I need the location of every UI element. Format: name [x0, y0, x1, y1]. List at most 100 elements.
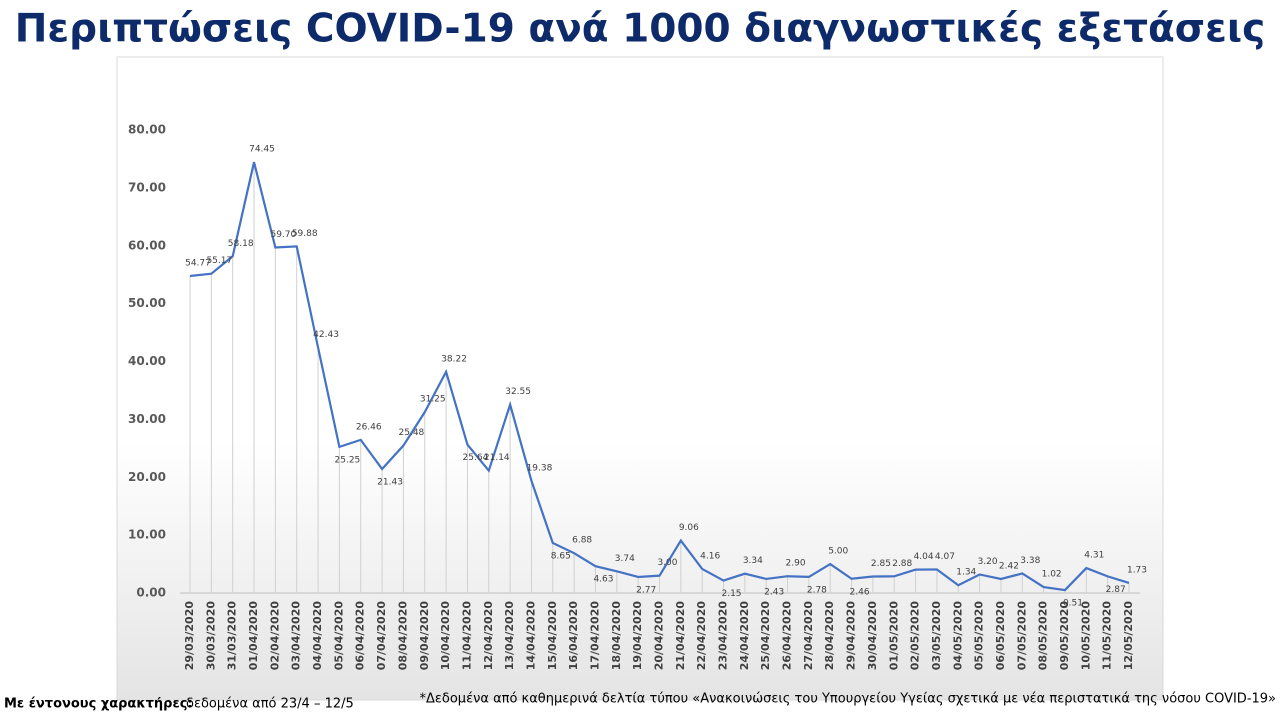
- x-tick-label: 02/04/2020: [268, 601, 281, 671]
- x-tick-label: 16/04/2020: [567, 601, 580, 671]
- data-label: 1.34: [956, 568, 976, 578]
- x-tick-label: 21/04/2020: [674, 601, 687, 671]
- y-tick-label: 40.00: [128, 354, 166, 368]
- x-tick-label: 04/05/2020: [951, 601, 964, 671]
- y-tick-label: 80.00: [128, 123, 166, 137]
- x-tick-label: 06/04/2020: [354, 601, 367, 671]
- x-tick-label: 26/04/2020: [781, 601, 794, 671]
- data-label: 2.46: [850, 587, 870, 597]
- x-tick-label: 11/05/2020: [1101, 601, 1114, 671]
- data-label: 8.65: [551, 551, 571, 561]
- x-tick-label: 04/04/2020: [311, 601, 324, 671]
- data-label: 2.90: [786, 559, 806, 569]
- x-tick-label: 29/04/2020: [845, 601, 858, 671]
- data-label: 2.43: [764, 587, 784, 597]
- x-tick-label: 24/04/2020: [738, 601, 751, 671]
- y-tick-label: 10.00: [128, 528, 166, 542]
- chart-title: Περιπτώσεις COVID-19 ανά 1000 διαγνωστικ…: [15, 7, 1265, 52]
- data-label: 2.88: [892, 559, 912, 569]
- data-label: 38.22: [441, 354, 467, 364]
- data-label: 6.88: [572, 536, 592, 546]
- x-tick-label: 25/04/2020: [759, 601, 772, 671]
- data-label: 3.20: [978, 557, 998, 567]
- x-tick-label: 12/05/2020: [1122, 601, 1135, 671]
- x-tick-label: 07/05/2020: [1015, 601, 1028, 671]
- x-tick-label: 10/05/2020: [1079, 601, 1092, 671]
- x-tick-label: 20/04/2020: [653, 601, 666, 671]
- data-label: 58.18: [228, 239, 254, 249]
- x-tick-label: 01/04/2020: [247, 601, 260, 671]
- data-label: 2.78: [807, 585, 827, 595]
- data-label: 3.00: [657, 558, 677, 568]
- footnote-bold: Με έντονους χαρακτήρες:: [4, 697, 193, 712]
- x-tick-label: 13/04/2020: [503, 601, 516, 671]
- data-label: 3.34: [743, 556, 763, 566]
- data-label: 1.02: [1042, 570, 1062, 580]
- x-tick-label: 22/04/2020: [695, 601, 708, 671]
- data-label: 59.88: [292, 229, 318, 239]
- data-label: 4.63: [593, 575, 613, 585]
- x-tick-label: 30/03/2020: [204, 601, 217, 671]
- data-label: 9.06: [679, 523, 699, 533]
- x-tick-label: 19/04/2020: [631, 601, 644, 671]
- data-label: 59.70: [270, 230, 296, 240]
- data-label: 4.07: [935, 552, 955, 562]
- x-tick-label: 09/04/2020: [418, 601, 431, 671]
- data-label: 19.38: [527, 463, 553, 473]
- x-tick-label: 08/04/2020: [396, 601, 409, 671]
- x-tick-label: 18/04/2020: [610, 601, 623, 671]
- data-label: 25.48: [399, 428, 425, 438]
- data-label: 2.42: [999, 561, 1019, 571]
- x-tick-label: 08/05/2020: [1037, 601, 1050, 671]
- x-tick-label: 06/05/2020: [994, 601, 1007, 671]
- data-label: 21.14: [484, 453, 510, 463]
- x-tick-label: 10/04/2020: [439, 601, 452, 671]
- data-label: 4.16: [700, 551, 720, 561]
- x-tick-label: 23/04/2020: [717, 601, 730, 671]
- footnote-text: δεδομένα από 23/4 – 12/5: [186, 697, 354, 712]
- x-tick-label: 14/04/2020: [524, 601, 537, 671]
- data-label: 4.31: [1084, 551, 1104, 561]
- data-label: 25.25: [335, 455, 361, 465]
- x-tick-label: 11/04/2020: [460, 601, 473, 671]
- x-tick-label: 12/04/2020: [482, 601, 495, 671]
- x-tick-label: 05/05/2020: [973, 601, 986, 671]
- data-label: 25.64: [463, 453, 489, 463]
- x-tick-label: 15/04/2020: [546, 601, 559, 671]
- x-tick-label: 17/04/2020: [588, 601, 601, 671]
- x-tick-label: 05/04/2020: [332, 601, 345, 671]
- data-label: 74.45: [249, 145, 275, 155]
- data-label: 55.17: [206, 256, 232, 266]
- y-tick-label: 50.00: [128, 296, 166, 310]
- data-label: 5.00: [828, 547, 848, 557]
- data-label: 2.87: [1106, 585, 1126, 595]
- x-tick-label: 09/05/2020: [1058, 601, 1071, 671]
- data-label: 4.04: [914, 552, 934, 562]
- data-label: 26.46: [356, 422, 382, 432]
- data-label: 42.43: [313, 330, 339, 340]
- data-label: 21.43: [377, 477, 403, 487]
- data-label: 54.77: [185, 259, 211, 269]
- source-note: *Δεδομένα από καθημερινά δελτία τύπου «Α…: [419, 692, 1276, 707]
- y-tick-label: 60.00: [128, 238, 166, 252]
- x-tick-label: 31/03/2020: [226, 601, 239, 671]
- x-tick-label: 27/04/2020: [802, 601, 815, 671]
- y-tick-label: 70.00: [128, 180, 166, 194]
- data-label: 1.73: [1127, 565, 1147, 575]
- x-tick-label: 29/03/2020: [183, 601, 196, 671]
- data-label: 3.38: [1020, 556, 1040, 566]
- y-tick-label: 20.00: [128, 470, 166, 484]
- x-tick-label: 28/04/2020: [823, 601, 836, 671]
- x-tick-label: 07/04/2020: [375, 601, 388, 671]
- x-tick-label: 03/05/2020: [930, 601, 943, 671]
- x-tick-label: 30/04/2020: [866, 601, 879, 671]
- data-label: 2.77: [636, 585, 656, 595]
- data-label: 2.85: [871, 559, 891, 569]
- data-label: 2.15: [721, 589, 741, 599]
- x-tick-label: 03/04/2020: [290, 601, 303, 671]
- series-line: [189, 161, 1130, 592]
- y-tick-label: 0.00: [136, 586, 166, 600]
- data-label: 0.51: [1063, 599, 1083, 609]
